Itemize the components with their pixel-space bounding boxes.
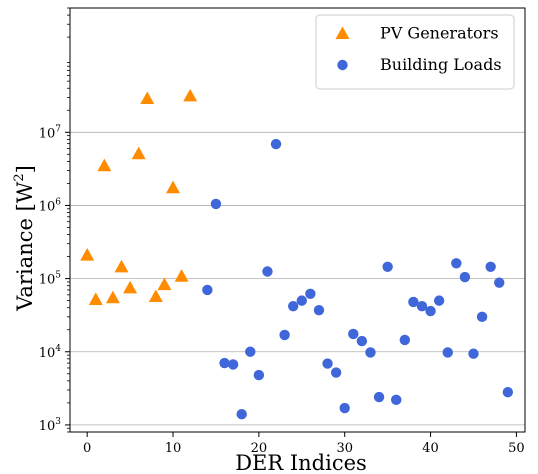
building-load-point bbox=[399, 334, 411, 346]
building-load-point bbox=[305, 288, 316, 299]
building-load-point bbox=[373, 391, 385, 403]
building-load-point bbox=[391, 394, 402, 406]
building-load-point bbox=[408, 296, 419, 308]
legend-circle-icon bbox=[337, 59, 348, 71]
x-tick-label: 20 bbox=[251, 441, 268, 456]
building-load-point bbox=[288, 300, 299, 312]
pv-generator-point bbox=[157, 277, 172, 291]
pv-generator-point bbox=[80, 248, 95, 261]
x-tick-label: 40 bbox=[422, 441, 439, 456]
y-axis-label-close: ] bbox=[13, 165, 37, 173]
building-load-point bbox=[330, 367, 342, 378]
x-axis-label: DER Indices bbox=[235, 451, 367, 474]
building-load-point bbox=[348, 328, 359, 340]
building-load-point bbox=[210, 198, 222, 210]
building-load-point bbox=[296, 295, 307, 306]
building-load-point bbox=[433, 295, 445, 306]
building-load-point bbox=[219, 357, 230, 369]
y-tick-base: 10 bbox=[39, 419, 56, 434]
pv-generator-point bbox=[166, 180, 181, 194]
y-tick-exponent: 3 bbox=[55, 417, 61, 427]
building-load-point bbox=[339, 402, 350, 414]
y-axis-label-sup: 2 bbox=[12, 173, 27, 181]
building-load-point bbox=[245, 346, 256, 357]
y-tick-exponent: 4 bbox=[55, 344, 61, 354]
building-load-point bbox=[365, 347, 376, 358]
pv-generator-point bbox=[88, 292, 103, 305]
building-load-point bbox=[459, 271, 471, 283]
grid-lines bbox=[70, 131, 525, 426]
y-tick-exponent: 5 bbox=[55, 271, 61, 281]
building-load-point bbox=[227, 359, 239, 370]
pv-generator-point bbox=[114, 259, 129, 273]
series-circle bbox=[202, 138, 514, 420]
building-load-point bbox=[322, 358, 333, 369]
building-load-point bbox=[253, 369, 265, 381]
pv-generator-point bbox=[97, 158, 112, 172]
pv-generator-point bbox=[174, 269, 189, 282]
y-tick-base: 10 bbox=[39, 273, 56, 288]
x-tick-label: 30 bbox=[336, 441, 353, 456]
building-load-point bbox=[356, 335, 368, 347]
building-load-point bbox=[262, 266, 273, 277]
series-triangle bbox=[80, 88, 198, 305]
pv-generator-point bbox=[148, 289, 163, 303]
y-tick-label: 104 bbox=[39, 344, 62, 361]
y-axis-label: Variance [W2] bbox=[12, 165, 37, 312]
building-load-point bbox=[236, 409, 247, 420]
building-load-point bbox=[442, 347, 453, 358]
x-tick-label: 50 bbox=[508, 441, 525, 456]
data-markers bbox=[80, 88, 514, 420]
building-load-point bbox=[279, 329, 290, 341]
building-load-point bbox=[502, 386, 514, 398]
building-load-point bbox=[382, 261, 393, 272]
building-load-point bbox=[476, 311, 488, 323]
building-load-point bbox=[494, 277, 505, 288]
building-load-point bbox=[451, 258, 462, 269]
y-tick-label: 107 bbox=[39, 124, 62, 141]
y-tick-label: 103 bbox=[39, 417, 62, 434]
plot-frame bbox=[69, 7, 526, 433]
building-load-point bbox=[425, 305, 436, 317]
y-tick-exponent: 6 bbox=[55, 197, 61, 207]
y-tick-exponent: 7 bbox=[55, 124, 61, 134]
legend-label-building-loads: Building Loads bbox=[380, 55, 502, 74]
pv-generator-point bbox=[123, 280, 138, 294]
building-load-point bbox=[202, 284, 213, 296]
y-axis-label-text: Variance [W bbox=[13, 181, 37, 312]
legend-box bbox=[315, 14, 515, 90]
x-tick-label: 0 bbox=[83, 441, 91, 456]
legend-triangle-icon bbox=[335, 26, 350, 39]
y-tick-label: 105 bbox=[39, 271, 62, 288]
pv-generator-point bbox=[131, 146, 146, 160]
pv-generator-point bbox=[183, 88, 198, 102]
building-load-point bbox=[313, 304, 325, 316]
building-load-point bbox=[416, 300, 428, 312]
x-tick-label: 10 bbox=[165, 441, 182, 456]
y-tick-base: 10 bbox=[39, 346, 56, 361]
building-load-point bbox=[270, 138, 282, 150]
pv-generator-point bbox=[105, 290, 120, 304]
y-tick-label: 106 bbox=[39, 197, 62, 214]
y-tick-base: 10 bbox=[39, 199, 56, 214]
building-load-point bbox=[485, 261, 496, 272]
legend: PV Generators Building Loads bbox=[315, 14, 515, 90]
y-tick-base: 10 bbox=[39, 126, 56, 141]
pv-generator-point bbox=[140, 91, 155, 105]
building-load-point bbox=[468, 348, 479, 359]
legend-label-pv-generators: PV Generators bbox=[380, 24, 499, 43]
